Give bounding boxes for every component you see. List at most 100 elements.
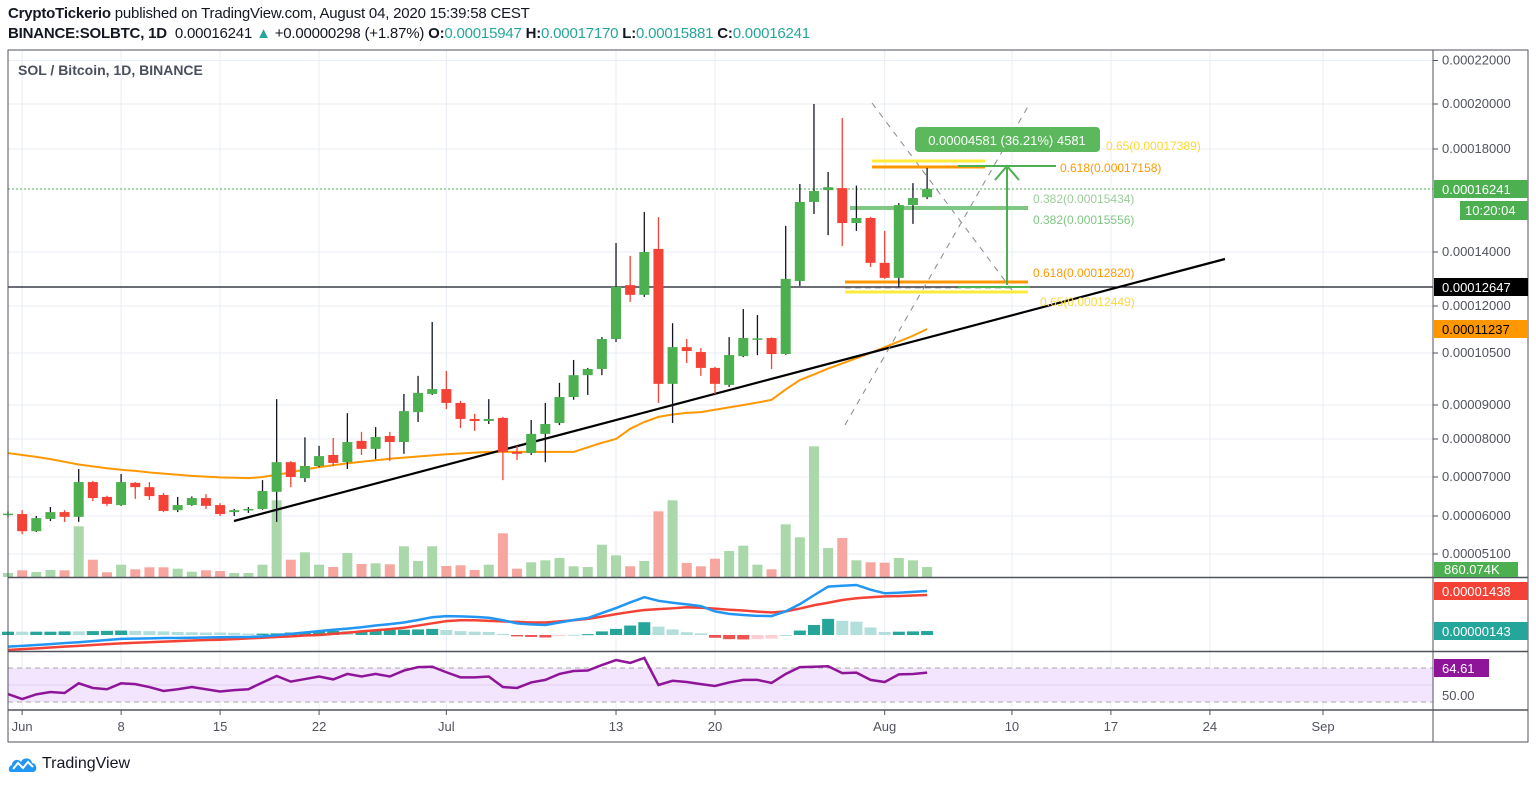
candle-body[interactable] bbox=[314, 456, 325, 466]
candle-body[interactable] bbox=[271, 462, 282, 492]
volume-bar bbox=[144, 567, 155, 577]
candle-body[interactable] bbox=[215, 505, 226, 515]
fib-dashed-line[interactable] bbox=[871, 102, 1013, 291]
candle-body[interactable] bbox=[116, 482, 127, 506]
candle-body[interactable] bbox=[582, 368, 593, 376]
candle-body[interactable] bbox=[200, 498, 211, 506]
candle-body[interactable] bbox=[497, 417, 508, 452]
candle-body[interactable] bbox=[31, 518, 42, 532]
volume-bar bbox=[865, 562, 876, 577]
volume-bar bbox=[299, 552, 310, 577]
time-axis[interactable]: Jun 8 15 22 Jul 13 20 Aug 10 17 24 Sep bbox=[12, 710, 1335, 734]
macd-histogram-bar bbox=[397, 629, 410, 635]
price-tick-label: 0.00022000 bbox=[1442, 53, 1511, 68]
candle-body[interactable] bbox=[879, 262, 890, 278]
candle-body[interactable] bbox=[808, 190, 819, 202]
volume-bar bbox=[469, 570, 480, 577]
candle-body[interactable] bbox=[144, 487, 155, 497]
candle-body[interactable] bbox=[186, 498, 197, 506]
candle-body[interactable] bbox=[257, 491, 268, 509]
candle-body[interactable] bbox=[299, 465, 310, 479]
fib-dashed-line[interactable] bbox=[844, 102, 1031, 426]
candle-body[interactable] bbox=[611, 286, 622, 339]
candle-body[interactable] bbox=[243, 508, 254, 511]
candle-body[interactable] bbox=[710, 367, 720, 384]
candle-body[interactable] bbox=[17, 514, 28, 532]
rsi-line[interactable] bbox=[7, 656, 928, 701]
candle-body[interactable] bbox=[469, 418, 480, 421]
candle-body[interactable] bbox=[865, 217, 876, 263]
ascending-trendline[interactable] bbox=[233, 257, 1226, 523]
candle-body[interactable] bbox=[285, 462, 296, 477]
candle-body[interactable] bbox=[554, 397, 565, 424]
candle-body[interactable] bbox=[681, 347, 692, 352]
candle-body[interactable] bbox=[724, 355, 735, 385]
candle-body[interactable] bbox=[370, 436, 381, 449]
macd-histogram-bar bbox=[638, 622, 651, 635]
candle-body[interactable] bbox=[130, 482, 141, 488]
grid bbox=[8, 50, 1433, 710]
candle-body[interactable] bbox=[922, 189, 933, 198]
candle-body[interactable] bbox=[766, 338, 777, 355]
last-price: 0.00016241 bbox=[174, 25, 253, 42]
volume-bar bbox=[837, 538, 848, 577]
candle-body[interactable] bbox=[45, 512, 56, 519]
candle-body[interactable] bbox=[653, 248, 664, 384]
ma-price-text: 0.00011237 bbox=[1442, 322, 1510, 337]
candle-body[interactable] bbox=[87, 482, 98, 499]
candle-body[interactable] bbox=[526, 433, 537, 454]
candle-body[interactable] bbox=[483, 418, 494, 421]
candle-body[interactable] bbox=[427, 389, 438, 394]
candle-body[interactable] bbox=[893, 205, 904, 278]
candle-body[interactable] bbox=[101, 496, 112, 504]
candle-body[interactable] bbox=[540, 424, 551, 434]
measure-box[interactable] bbox=[915, 127, 1100, 152]
macd-histogram-bar bbox=[454, 631, 467, 635]
candle-body[interactable] bbox=[596, 338, 607, 369]
candle-body[interactable] bbox=[752, 338, 763, 340]
candle-body[interactable] bbox=[455, 402, 466, 419]
volume-bar bbox=[243, 573, 254, 577]
candle-body[interactable] bbox=[625, 285, 636, 295]
candle-body[interactable] bbox=[356, 440, 367, 449]
candle-body[interactable] bbox=[328, 454, 339, 463]
candle-body[interactable] bbox=[229, 510, 240, 513]
volume-bar bbox=[639, 561, 650, 577]
candle-body[interactable] bbox=[837, 188, 848, 224]
fib-label-upper-0618: 0.618(0.00017158) bbox=[1060, 161, 1161, 175]
candle-body[interactable] bbox=[512, 451, 523, 454]
up-arrow-icon: ▲ bbox=[256, 25, 271, 42]
candle-body[interactable] bbox=[568, 375, 579, 398]
price-axis[interactable]: 0.00022000 0.00020000 0.00018000 0.00014000… bbox=[1433, 53, 1511, 562]
macd-signal-line[interactable] bbox=[7, 593, 928, 652]
candle-body[interactable] bbox=[695, 352, 706, 368]
candle-body[interactable] bbox=[158, 494, 169, 511]
tradingview-cloud-icon bbox=[8, 758, 37, 772]
candle-body[interactable] bbox=[780, 278, 791, 355]
candle-body[interactable] bbox=[73, 482, 84, 517]
macd-line[interactable] bbox=[7, 583, 928, 648]
hline-price-badge bbox=[1434, 278, 1528, 296]
candle-body[interactable] bbox=[667, 347, 678, 384]
publisher-name[interactable]: CryptoTickerio bbox=[8, 5, 111, 22]
candle-body[interactable] bbox=[413, 392, 424, 413]
candle-body[interactable] bbox=[441, 389, 452, 403]
candle-body[interactable] bbox=[823, 187, 834, 191]
candle-body[interactable] bbox=[851, 217, 862, 224]
candle-body[interactable] bbox=[738, 338, 749, 357]
candle-body[interactable] bbox=[639, 252, 650, 295]
candle-body[interactable] bbox=[172, 505, 183, 511]
volume-bar bbox=[441, 566, 452, 577]
candle-body[interactable] bbox=[59, 512, 70, 517]
volume-bar bbox=[59, 570, 70, 577]
moving-average-line[interactable] bbox=[7, 328, 928, 480]
candle-body[interactable] bbox=[398, 411, 409, 443]
tradingview-logo[interactable]: TradingView bbox=[8, 754, 130, 774]
macd-histogram-bar bbox=[496, 633, 509, 635]
candle-body[interactable] bbox=[794, 201, 805, 281]
price-tick-label: 0.00018000 bbox=[1442, 141, 1511, 156]
candle-body[interactable] bbox=[384, 435, 395, 443]
candle-body[interactable] bbox=[907, 198, 918, 206]
candle-body[interactable] bbox=[342, 442, 353, 463]
